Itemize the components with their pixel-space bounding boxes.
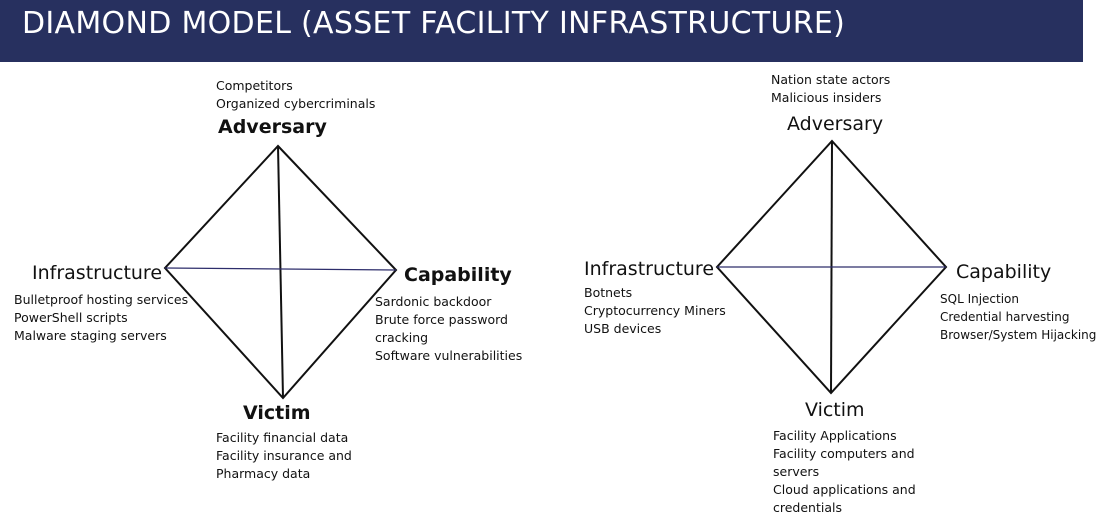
left-victim-list: Facility financial data Facility insuran… [216, 429, 356, 483]
list-item: PowerShell scripts [14, 310, 128, 325]
left-capability-list: Sardonic backdoor Brute force password c… [375, 293, 523, 365]
list-item: Competitors [216, 78, 293, 93]
page-title: DIAMOND MODEL (ASSET FACILITY INFRASTRUC… [22, 6, 846, 41]
list-item: Malware staging servers [14, 328, 167, 343]
left-capability-label: Capability [404, 264, 512, 286]
list-item: Malicious insiders [771, 90, 882, 105]
list-item: Facility Applications [773, 428, 897, 443]
left-diamond [163, 144, 398, 400]
list-item: Cloud applications and credentials [773, 482, 916, 515]
list-item: Credential harvesting [940, 310, 1070, 324]
right-infrastructure-list: Botnets Cryptocurrency Miners USB device… [584, 284, 726, 338]
left-adversary-label: Adversary [218, 116, 327, 138]
title-bar: DIAMOND MODEL (ASSET FACILITY INFRASTRUC… [0, 0, 1083, 62]
list-item: Software vulnerabilities [375, 348, 523, 363]
left-diamond-horizontal [164, 267, 397, 271]
list-item: SQL Injection [940, 292, 1020, 306]
left-diamond-vertical [277, 145, 284, 399]
list-item: Facility financial data [216, 430, 349, 445]
right-adversary-list: Nation state actors Malicious insiders [771, 71, 890, 107]
list-item: USB devices [584, 321, 662, 336]
list-item: Brute force password cracking [375, 312, 508, 345]
right-victim-list: Facility Applications Facility computers… [773, 427, 921, 517]
list-item: Sardonic backdoor [375, 294, 492, 309]
list-item: Organized cybercriminals [216, 96, 376, 111]
right-capability-list: SQL Injection Credential harvesting Brow… [940, 290, 1096, 344]
list-item: Browser/System Hijacking [940, 328, 1096, 342]
list-item: Cryptocurrency Miners [584, 303, 726, 318]
list-item: Bulletproof hosting services [14, 292, 189, 307]
right-victim-label: Victim [805, 399, 865, 421]
list-item: Facility computers and servers [773, 446, 915, 479]
list-item: Nation state actors [771, 72, 891, 87]
left-victim-label: Victim [243, 402, 311, 424]
right-diamond [715, 139, 948, 395]
left-infrastructure-list: Bulletproof hosting services PowerShell … [14, 291, 188, 345]
right-infrastructure-label: Infrastructure [584, 258, 715, 280]
list-item: Botnets [584, 285, 633, 300]
left-infrastructure-label: Infrastructure [32, 262, 163, 284]
left-adversary-list: Competitors Organized cybercriminals [216, 77, 375, 113]
right-capability-label: Capability [956, 261, 1052, 283]
right-adversary-label: Adversary [787, 113, 884, 135]
list-item: Facility insurance and Pharmacy data [216, 448, 352, 481]
